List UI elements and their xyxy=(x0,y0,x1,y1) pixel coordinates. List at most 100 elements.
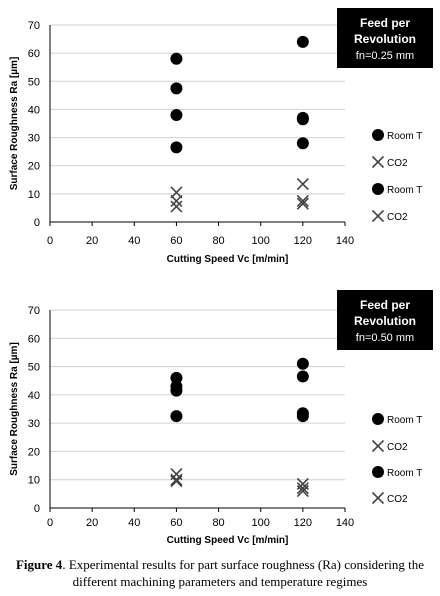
x-stroke xyxy=(170,194,183,207)
x-tick-label: 40 xyxy=(128,235,140,247)
y-tick-label: 50 xyxy=(28,362,40,374)
data-point-circle xyxy=(170,410,183,423)
y-tick-label: 40 xyxy=(28,104,40,116)
x-stroke xyxy=(371,209,385,223)
legend-label: Room T xyxy=(387,415,422,426)
x-tick-label: 100 xyxy=(252,517,270,529)
feed-box-title: Revolution xyxy=(354,314,416,328)
data-point-circle xyxy=(170,52,183,65)
data-point-circle xyxy=(170,371,183,384)
feed-box-value: fn=0.25 mm xyxy=(356,50,414,62)
x-stroke xyxy=(296,197,309,210)
data-point-x xyxy=(296,484,309,498)
x-tick-label: 60 xyxy=(170,517,182,529)
x-stroke xyxy=(296,177,309,191)
y-tick-label: 30 xyxy=(28,133,40,145)
figure-caption: Figure 4. Experimental results for part … xyxy=(0,556,440,590)
y-tick-label: 10 xyxy=(28,475,40,487)
x-tick-label: 140 xyxy=(336,517,354,529)
legend-marker-x xyxy=(371,439,385,453)
caption-text: . Experimental results for part surface … xyxy=(62,557,425,589)
data-point-circle xyxy=(296,410,309,423)
data-point-circle xyxy=(296,137,309,150)
y-tick-label: 60 xyxy=(28,48,40,60)
legend-label: CO2 xyxy=(387,442,408,453)
feed-box: Feed per Revolution fn=0.50 mm xyxy=(337,290,433,350)
data-point-x xyxy=(296,482,309,495)
data-point-circle xyxy=(296,113,309,126)
data-point-circle xyxy=(170,109,183,122)
data-point-circle xyxy=(296,357,309,370)
x-stroke xyxy=(296,484,309,498)
x-stroke xyxy=(371,439,385,453)
data-point-x xyxy=(170,194,183,207)
feed-box-bg xyxy=(337,290,433,350)
data-point-x xyxy=(170,475,183,488)
x-tick-label: 140 xyxy=(336,235,354,247)
y-tick-label: 30 xyxy=(28,418,40,430)
data-point-circle xyxy=(296,370,309,383)
legend-label: CO2 xyxy=(387,494,408,505)
data-point-circle xyxy=(170,141,183,154)
chart-top: 0 10 20 30 40 50 60 70 0 20 40 60 80 100 120 140 Cutting… xyxy=(0,0,440,280)
data-point-x xyxy=(296,197,309,210)
feed-box-title: Feed per xyxy=(360,16,410,30)
legend-marker-circle xyxy=(372,129,384,141)
x-tick-label: 80 xyxy=(212,235,224,247)
legend: Room T CO2 Room T CO2 xyxy=(371,413,422,505)
y-tick-label: 40 xyxy=(28,390,40,402)
x-tick-label: 0 xyxy=(47,517,53,529)
x-tick-label: 80 xyxy=(212,517,224,529)
feed-box-title: Feed per xyxy=(360,298,410,312)
x-axis-label: Cutting Speed Vc [m/min] xyxy=(167,254,289,265)
data-point-circle xyxy=(170,82,183,95)
x-stroke xyxy=(170,473,183,486)
y-tick-label: 70 xyxy=(28,20,40,32)
feed-box: Feed per Revolution fn=0.25 mm xyxy=(337,8,433,68)
legend-marker-circle xyxy=(372,413,384,425)
legend-marker-x xyxy=(371,209,385,223)
x-axis-label: Cutting Speed Vc [m/min] xyxy=(167,535,289,546)
y-axis-label: Surface Roughness Ra [µm] xyxy=(9,57,20,191)
x-tick-label: 0 xyxy=(47,235,53,247)
x-tick-label: 60 xyxy=(170,235,182,247)
y-tick-label: 50 xyxy=(28,76,40,88)
legend-marker-circle xyxy=(372,466,384,478)
legend-marker-x xyxy=(371,155,385,169)
x-tick-label: 100 xyxy=(252,235,270,247)
data-point-x xyxy=(170,473,183,486)
legend-marker-x xyxy=(371,491,385,505)
y-tick-label: 0 xyxy=(34,503,40,515)
data-point-circle xyxy=(170,384,183,397)
x-tick-label: 120 xyxy=(294,235,312,247)
feed-box-title: Revolution xyxy=(354,32,416,46)
x-stroke xyxy=(170,475,183,488)
feed-box-value: fn=0.50 mm xyxy=(356,332,414,344)
y-tick-label: 20 xyxy=(28,161,40,173)
chart-bottom: 0 10 20 30 40 50 60 70 0 20 40 60 80 100 120 140 Cutting… xyxy=(0,290,440,560)
chart-top-svg: 0 10 20 30 40 50 60 70 0 20 40 60 80 100 120 140 Cutting… xyxy=(9,8,433,265)
x-stroke xyxy=(170,200,183,213)
legend: Room T CO2 Room T CO2 xyxy=(371,129,422,223)
data-point-x xyxy=(296,194,309,207)
data-point-circle xyxy=(296,35,309,48)
x-stroke xyxy=(371,155,385,169)
legend-label: CO2 xyxy=(387,212,408,223)
y-tick-label: 60 xyxy=(28,333,40,345)
caption-label: Figure 4 xyxy=(15,557,63,572)
legend-label: CO2 xyxy=(387,158,408,169)
legend-marker-circle xyxy=(372,183,384,195)
x-stroke xyxy=(296,194,309,207)
legend-label: Room T xyxy=(387,468,422,479)
x-stroke xyxy=(371,491,385,505)
x-tick-label: 20 xyxy=(86,517,98,529)
data-point-x xyxy=(296,177,309,191)
y-axis-label: Surface Roughness Ra [µm] xyxy=(9,342,20,476)
data-point-x xyxy=(170,200,183,213)
x-tick-label: 40 xyxy=(128,517,140,529)
chart-bottom-svg: 0 10 20 30 40 50 60 70 0 20 40 60 80 100 120 140 Cutting… xyxy=(9,290,433,546)
x-tick-label: 120 xyxy=(294,517,312,529)
y-tick-label: 20 xyxy=(28,446,40,458)
feed-box-bg xyxy=(337,8,433,68)
x-stroke xyxy=(296,482,309,495)
